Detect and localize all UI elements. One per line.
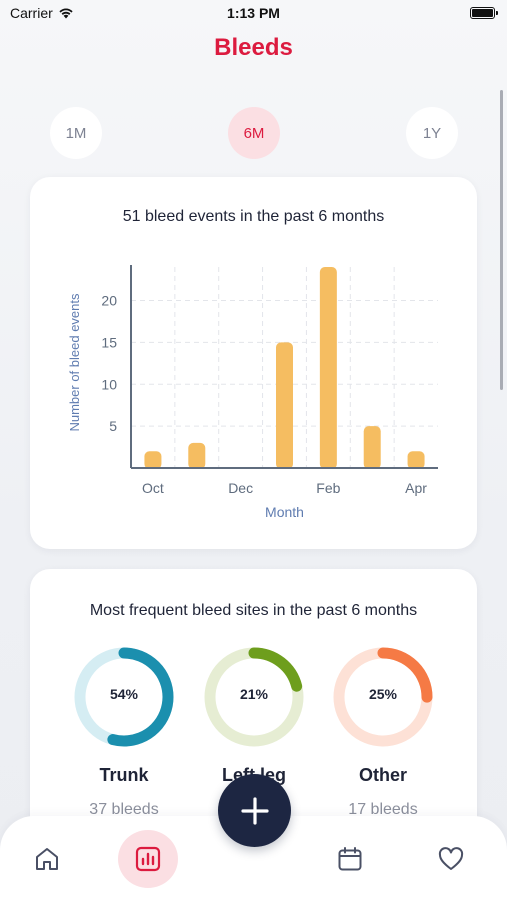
other-site-name: Other <box>358 765 407 785</box>
y-tick-label: 10 <box>101 376 117 392</box>
heart-icon <box>438 847 464 870</box>
x-tick-label: Apr <box>405 480 427 496</box>
page-title: Bleeds <box>214 34 293 61</box>
tab-calendar[interactable] <box>333 842 367 876</box>
y-tick-label: 5 <box>109 418 117 434</box>
x-tick-label: Oct <box>142 480 164 496</box>
battery-icon <box>470 7 498 19</box>
left-leg-donut-chart <box>204 647 304 747</box>
wifi-icon <box>59 8 73 19</box>
bar-oct <box>144 451 162 469</box>
bleed-events-card: 51 bleed events in the past 6 months 5 10… <box>30 177 477 549</box>
range-1y-button[interactable]: 1Y <box>406 107 458 159</box>
clock: 1:13 PM <box>227 5 280 21</box>
tab-statistics[interactable] <box>131 842 165 876</box>
other-bleed-count: 17 bleeds <box>348 801 418 818</box>
home-icon <box>36 848 58 870</box>
x-tick-label: Dec <box>228 480 253 496</box>
chart-icon <box>135 846 161 872</box>
bar-jan <box>276 342 293 469</box>
donut-progress-arc <box>333 647 433 747</box>
status-bar: Carrier 1:13 PM <box>0 0 507 30</box>
x-axis-title: Month <box>265 504 304 520</box>
bar-nov <box>188 442 206 469</box>
calendar-icon <box>338 847 362 871</box>
x-tick-label: Feb <box>316 480 340 496</box>
bleed-events-chart: 5 10 15 20 Oct Dec Feb Apr Month Number of bleed … <box>67 265 438 520</box>
left-leg-percent: 21% <box>239 686 269 702</box>
sites-title: Most frequent bleed sites in the past 6 … <box>89 602 418 619</box>
bar-apr <box>407 451 425 469</box>
trunk-donut-chart <box>74 647 174 747</box>
scrollbar[interactable] <box>500 90 503 390</box>
plus-icon <box>240 796 269 825</box>
range-1m-button[interactable]: 1M <box>50 107 102 159</box>
carrier-label: Carrier <box>10 5 53 21</box>
tab-favorites[interactable] <box>434 842 468 876</box>
y-tick-label: 20 <box>101 293 117 309</box>
other-percent: 25% <box>368 686 398 702</box>
trunk-percent: 54% <box>109 686 139 702</box>
other-donut-chart <box>333 647 433 747</box>
bar-mar <box>363 426 381 469</box>
bar-feb <box>319 267 337 469</box>
y-tick-label: 15 <box>101 334 117 350</box>
donut-progress-arc <box>204 647 304 747</box>
trunk-bleed-count: 37 bleeds <box>89 801 159 818</box>
donut-progress-arc <box>74 647 174 747</box>
range-6m-button[interactable]: 6M <box>228 107 280 159</box>
trunk-site-name: Trunk <box>99 765 149 785</box>
tab-home[interactable] <box>30 842 64 876</box>
y-axis-title: Number of bleed events <box>67 293 82 432</box>
carrier-indicator: Carrier <box>10 5 74 21</box>
chart-title: 51 bleed events in the past 6 months <box>122 208 385 225</box>
add-bleed-button[interactable] <box>218 774 291 847</box>
